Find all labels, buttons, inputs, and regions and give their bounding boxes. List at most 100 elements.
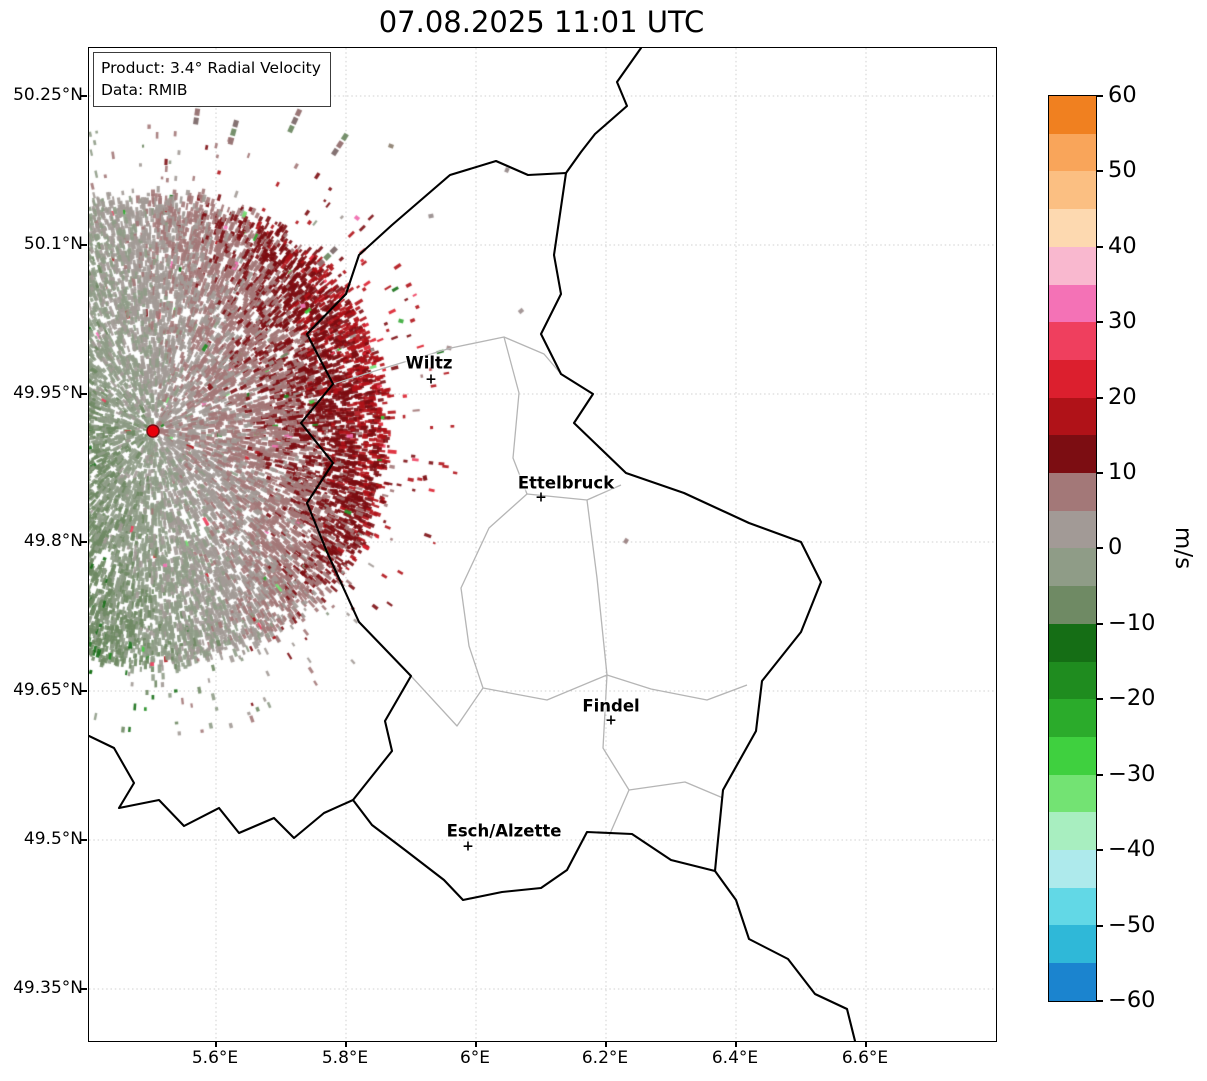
colorbar-tick-label: −10 bbox=[1108, 610, 1156, 636]
colorbar-tick-mark bbox=[1097, 698, 1103, 700]
colorbar-tick-mark bbox=[1097, 321, 1103, 323]
lon-tick-mark bbox=[345, 1041, 347, 1047]
colorbar-segment bbox=[1049, 209, 1096, 247]
city-label-ettelbruck: Ettelbruck bbox=[517, 473, 615, 493]
colorbar-unit-label: m/s bbox=[1170, 526, 1196, 570]
colorbar-tick-label: 10 bbox=[1108, 459, 1137, 485]
lon-tick-mark bbox=[605, 1041, 607, 1047]
colorbar bbox=[1048, 95, 1097, 1002]
city-marker-wiltz: + bbox=[425, 371, 437, 388]
colorbar-tick-mark bbox=[1097, 849, 1103, 851]
lat-tick-mark bbox=[81, 988, 87, 990]
colorbar-tick-mark bbox=[1097, 95, 1103, 97]
lat-tick-label: 49.5°N bbox=[23, 829, 83, 849]
lat-tick-mark bbox=[81, 690, 87, 692]
colorbar-segment bbox=[1049, 850, 1096, 888]
colorbar-tick-label: −20 bbox=[1108, 685, 1156, 711]
data-source-label: Data: RMIB bbox=[101, 81, 188, 99]
lat-tick-label: 50.1°N bbox=[23, 234, 83, 254]
colorbar-tick-label: −50 bbox=[1108, 912, 1156, 938]
map-borders bbox=[89, 48, 857, 1041]
colorbar-tick-label: −30 bbox=[1108, 761, 1156, 787]
colorbar-tick-label: −40 bbox=[1108, 836, 1156, 862]
lon-tick-mark bbox=[215, 1041, 217, 1047]
lat-tick-label: 49.35°N bbox=[13, 978, 83, 998]
radar-velocity-field bbox=[89, 48, 996, 1041]
colorbar-tick-label: 20 bbox=[1108, 384, 1137, 410]
lon-tick-mark bbox=[865, 1041, 867, 1047]
colorbar-tick-mark bbox=[1097, 925, 1103, 927]
colorbar-segment bbox=[1049, 699, 1096, 737]
city-marker-ettelbruck: + bbox=[535, 489, 547, 506]
colorbar-tick-label: 60 bbox=[1108, 82, 1137, 108]
lat-tick-mark bbox=[81, 541, 87, 543]
lon-tick-label: 6.2°E bbox=[581, 1048, 629, 1068]
france-germany-border bbox=[713, 869, 857, 1041]
city-label-esch-alzette: Esch/Alzette bbox=[446, 821, 562, 841]
belgium-germany-border bbox=[564, 48, 643, 175]
colorbar-tick-mark bbox=[1097, 623, 1103, 625]
radar-site-dot bbox=[146, 424, 160, 438]
colorbar-tick-mark bbox=[1097, 397, 1103, 399]
lat-tick-label: 50.25°N bbox=[13, 85, 83, 105]
colorbar-tick-mark bbox=[1097, 170, 1103, 172]
product-info-box: Product: 3.4° Radial Velocity Data: RMIB bbox=[93, 52, 331, 107]
product-label: Product: 3.4° Radial Velocity bbox=[101, 59, 321, 77]
colorbar-tick-mark bbox=[1097, 547, 1103, 549]
colorbar-tick-label: 30 bbox=[1108, 308, 1137, 334]
colorbar-segment bbox=[1049, 510, 1096, 549]
colorbar-segment bbox=[1049, 925, 1096, 964]
colorbar-segment bbox=[1049, 171, 1096, 210]
colorbar-segment bbox=[1049, 359, 1096, 398]
colorbar-segment bbox=[1049, 473, 1096, 511]
colorbar-tick-label: −60 bbox=[1108, 987, 1156, 1013]
colorbar-gradient bbox=[1049, 96, 1096, 1001]
plot-area: Product: 3.4° Radial Velocity Data: RMIB… bbox=[88, 47, 997, 1042]
lon-tick-mark bbox=[475, 1041, 477, 1047]
colorbar-segment bbox=[1049, 284, 1096, 323]
colorbar-segment bbox=[1049, 96, 1096, 134]
colorbar-segment bbox=[1049, 963, 1096, 1001]
colorbar-tick-label: 50 bbox=[1108, 157, 1137, 183]
colorbar-tick-mark bbox=[1097, 472, 1103, 474]
city-label-wiltz: Wiltz bbox=[405, 353, 453, 373]
colorbar-segment bbox=[1049, 246, 1096, 285]
colorbar-tick-mark bbox=[1097, 1000, 1103, 1002]
lat-tick-mark bbox=[81, 839, 87, 841]
colorbar-segment bbox=[1049, 736, 1096, 775]
lat-tick-mark bbox=[81, 95, 87, 97]
district-borders bbox=[332, 336, 748, 837]
lon-tick-mark bbox=[735, 1041, 737, 1047]
lon-tick-label: 6.6°E bbox=[841, 1048, 889, 1068]
colorbar-segment bbox=[1049, 322, 1096, 360]
colorbar-segment bbox=[1049, 661, 1096, 700]
colorbar-segment bbox=[1049, 586, 1096, 624]
plot-title: 07.08.2025 11:01 UTC bbox=[378, 5, 705, 39]
colorbar-segment bbox=[1049, 887, 1096, 926]
colorbar-segment bbox=[1049, 774, 1096, 813]
lon-tick-label: 6°E bbox=[459, 1048, 491, 1068]
colorbar-segment bbox=[1049, 435, 1096, 474]
colorbar-segment bbox=[1049, 133, 1096, 172]
colorbar-tick-label: 0 bbox=[1108, 534, 1123, 560]
lat-tick-label: 49.65°N bbox=[13, 680, 83, 700]
lat-tick-mark bbox=[81, 244, 87, 246]
colorbar-tick-label: 40 bbox=[1108, 233, 1137, 259]
lat-tick-label: 49.8°N bbox=[23, 531, 83, 551]
colorbar-segment bbox=[1049, 812, 1096, 851]
city-label-findel: Findel bbox=[582, 696, 640, 716]
lat-tick-mark bbox=[81, 393, 87, 395]
colorbar-tick-mark bbox=[1097, 246, 1103, 248]
colorbar-tick-mark bbox=[1097, 774, 1103, 776]
city-marker-esch-alzette: + bbox=[462, 838, 474, 855]
lon-tick-label: 5.6°E bbox=[191, 1048, 239, 1068]
france-belgium-border bbox=[89, 734, 355, 840]
colorbar-segment bbox=[1049, 397, 1096, 436]
colorbar-segment bbox=[1049, 548, 1096, 587]
city-marker-findel: + bbox=[605, 712, 617, 729]
lon-tick-label: 6.4°E bbox=[711, 1048, 759, 1068]
colorbar-segment bbox=[1049, 623, 1096, 662]
luxembourg-border bbox=[299, 159, 823, 902]
lon-tick-label: 5.8°E bbox=[321, 1048, 369, 1068]
